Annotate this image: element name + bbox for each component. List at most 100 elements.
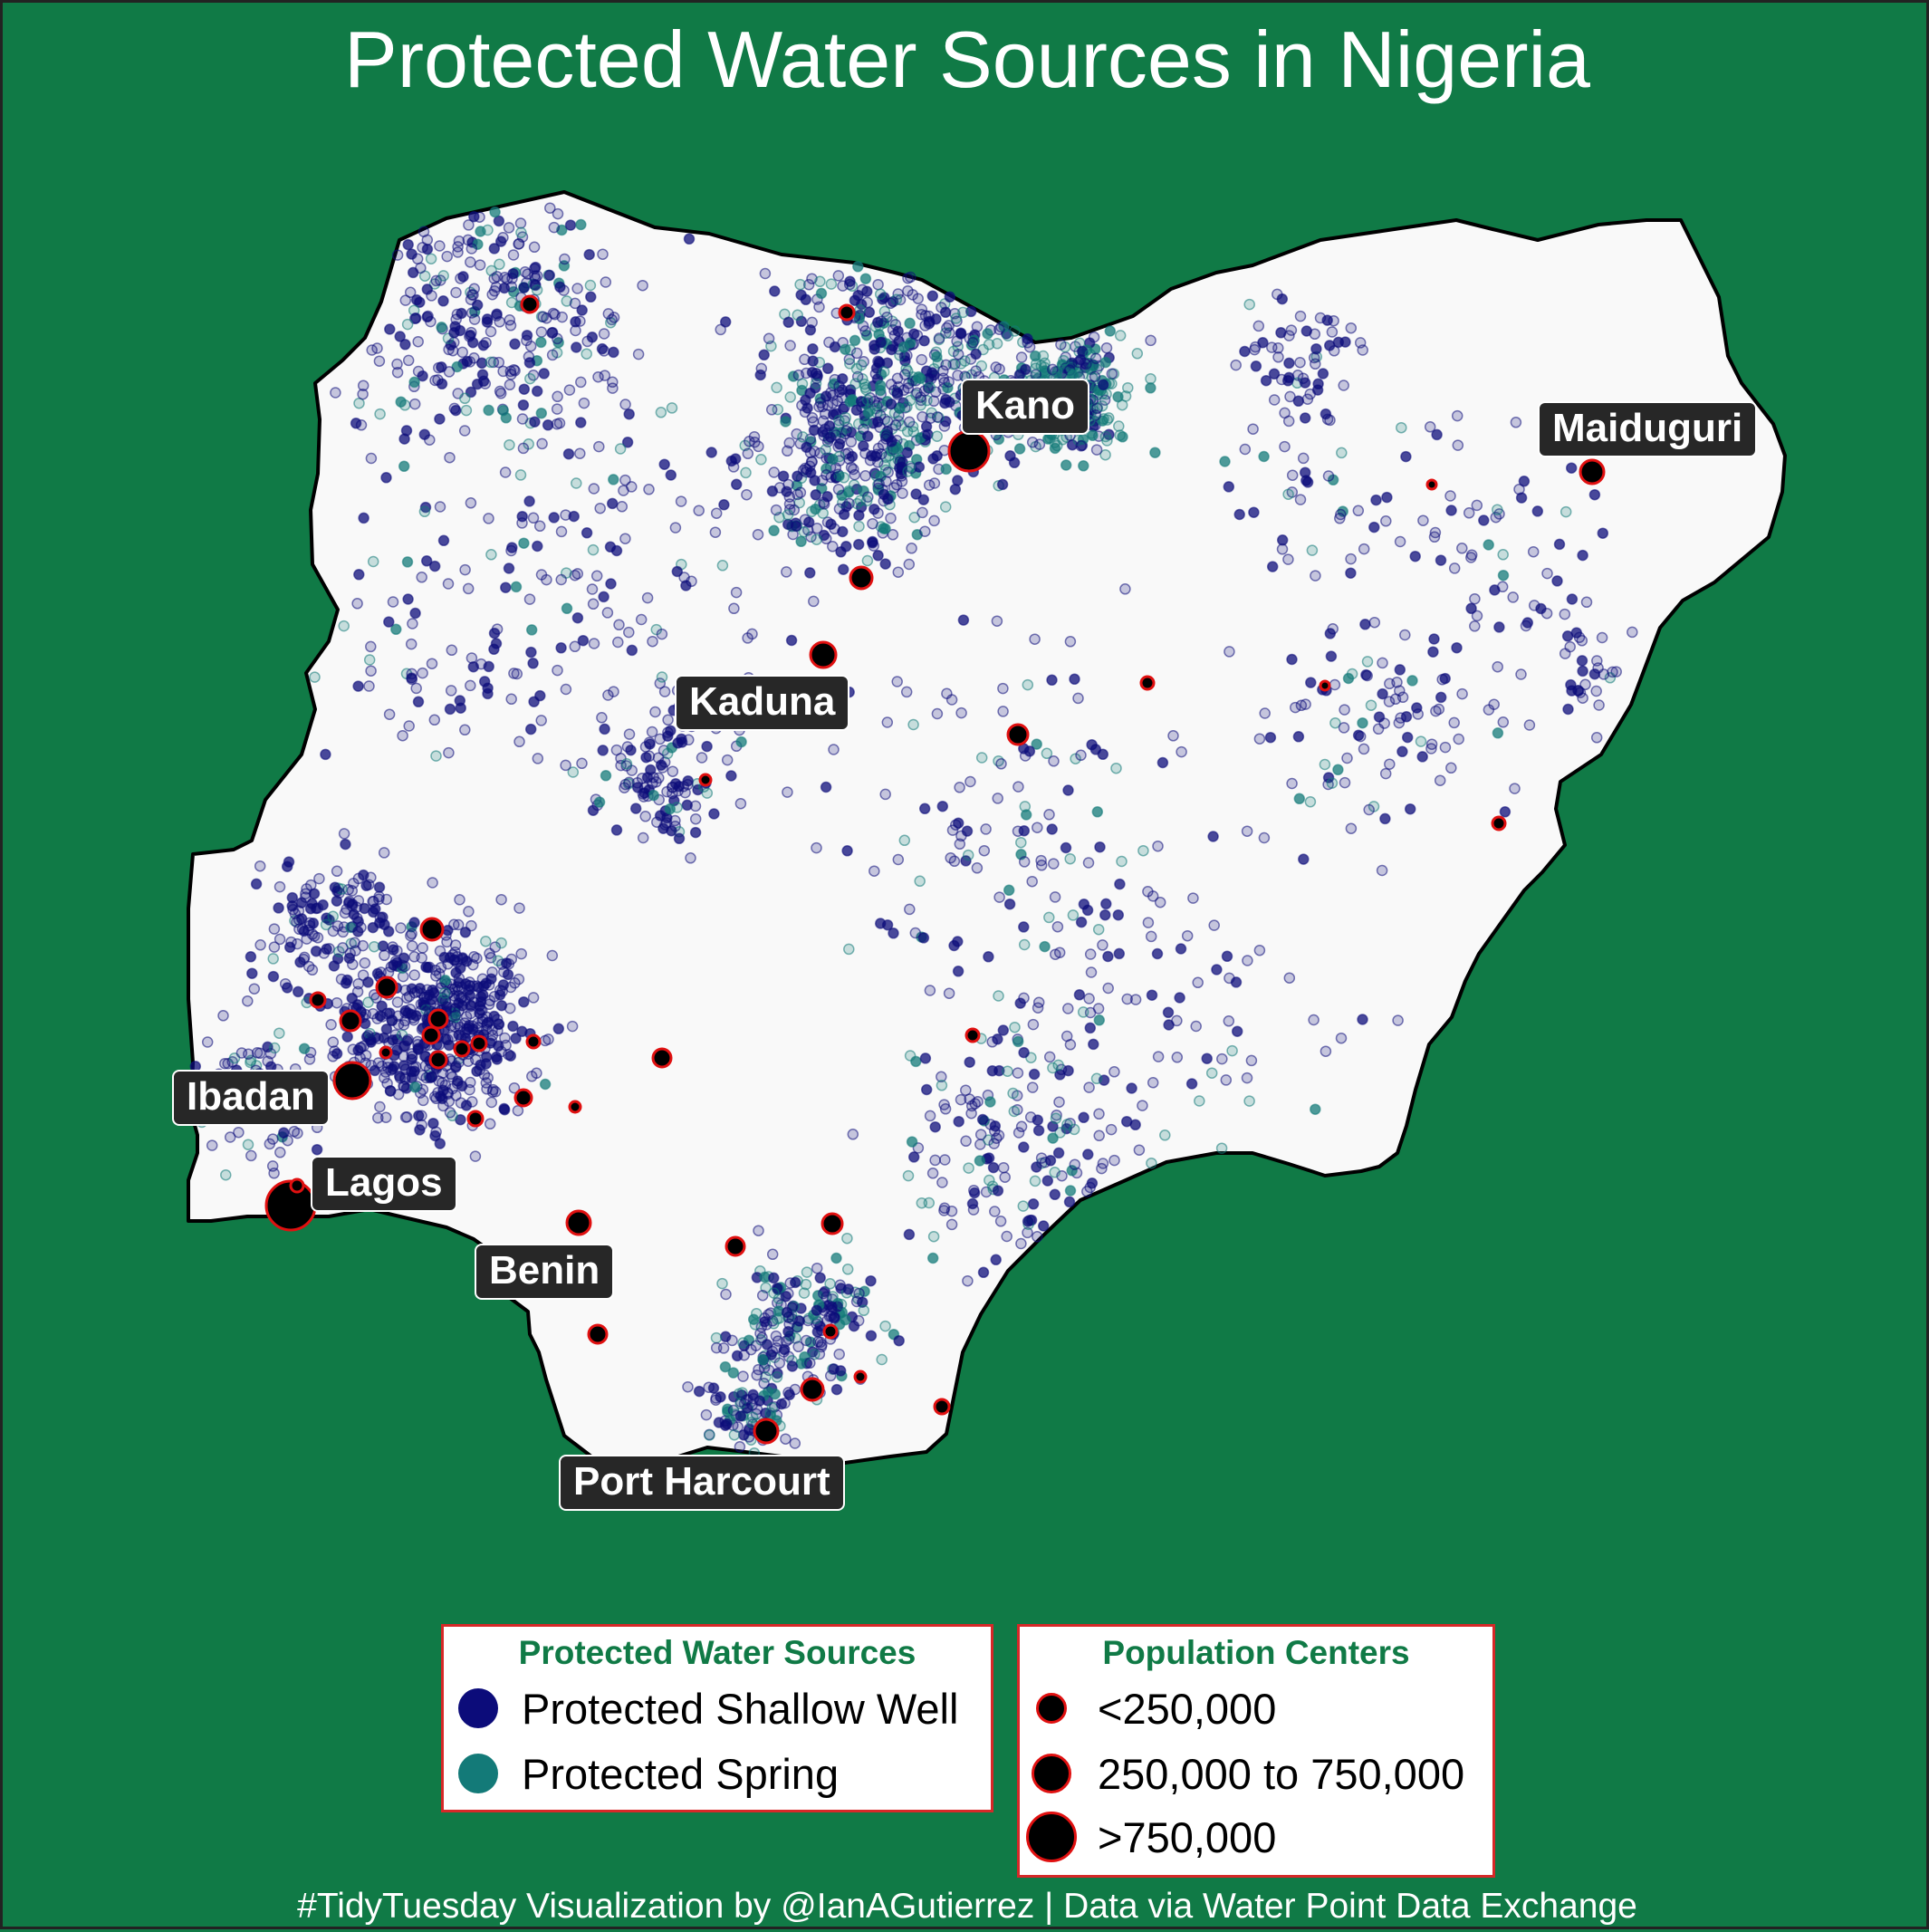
spring-point [914,875,926,888]
spring-point [1039,940,1051,953]
shallow-well-point [304,902,317,915]
spring-point [1050,1112,1062,1125]
shallow-well-point [939,1154,951,1166]
spring-point [840,411,851,424]
shallow-well-point [623,728,636,740]
spring-point [737,1337,749,1349]
shallow-well-point [453,997,465,1009]
shallow-well-point [646,726,658,738]
spring-point [830,1252,842,1264]
shallow-well-point [821,469,832,481]
spring-point [581,348,592,360]
shallow-well-point [1294,356,1306,369]
shallow-well-point [416,1110,427,1122]
shallow-well-point [599,370,611,381]
shallow-well-point [1338,380,1349,391]
shallow-well-point [960,1135,972,1148]
shallow-well-point [889,419,902,431]
shallow-well-point [443,1095,456,1108]
spring-point [398,460,410,473]
population-center-marker [853,1370,868,1384]
shallow-well-point [453,235,465,247]
shallow-well-point [1448,716,1460,729]
shallow-well-point [1451,409,1464,422]
spring-point [982,328,993,340]
shallow-well-point [1591,655,1603,667]
shallow-well-point [1429,526,1442,539]
shallow-well-point [645,764,657,776]
shallow-well-point [830,1383,843,1396]
shallow-well-point [1297,452,1310,465]
shallow-well-point [1133,1144,1146,1156]
legend-item-medium-city: 250,000 to 750,000 [1020,1746,1464,1801]
spring-point [769,1388,782,1400]
shallow-well-point [408,398,421,410]
shallow-well-point [850,347,863,360]
shallow-well-point [1559,608,1571,620]
spring-point [962,849,974,861]
shallow-well-point [768,1272,780,1284]
shallow-well-point [402,354,415,367]
shallow-well-point [799,353,811,366]
shallow-well-point [444,451,456,464]
shallow-well-point [1627,626,1638,639]
shallow-well-point [524,340,537,352]
shallow-well-point [417,241,428,254]
spring-point [614,443,627,455]
shallow-well-point [346,920,359,933]
shallow-well-point [320,748,331,761]
shallow-well-point [953,1115,964,1128]
spring-point [561,602,573,615]
spring-point [518,537,530,549]
shallow-well-point [466,1096,478,1108]
shallow-well-point [583,248,595,261]
shallow-well-point [852,538,865,551]
shallow-well-point [1001,1230,1012,1243]
shallow-well-point [502,968,514,981]
legend-label: Protected Shallow Well [522,1684,959,1733]
spring-point [838,472,850,484]
spring-point [1243,1095,1255,1107]
shallow-well-point [892,853,905,866]
shallow-well-point [566,1020,579,1033]
shallow-well-point [629,803,642,814]
shallow-well-point [710,1392,722,1404]
shallow-well-point [371,342,383,354]
shallow-well-point [689,812,702,825]
spring-point [843,943,855,956]
spring-point [811,533,822,545]
shallow-well-point [955,1093,967,1106]
shallow-well-point [1015,1237,1027,1250]
shallow-well-point [601,607,614,619]
shallow-well-point [1577,692,1588,704]
spring-point [878,305,891,318]
spring-point [525,624,538,636]
spring-point [860,417,873,429]
shallow-well-point [730,478,743,491]
spring-point [815,287,828,300]
shallow-well-point [1233,508,1245,521]
spring-point [879,523,891,535]
spring-point [1357,716,1368,729]
shallow-well-point [689,826,702,839]
spring-point [755,454,767,466]
spring-point [1159,1129,1171,1141]
spring-point [939,501,952,513]
shallow-well-point [1596,631,1608,644]
shallow-well-point [1032,822,1043,833]
spring-point [1361,656,1374,668]
shallow-well-point [836,372,849,385]
shallow-well-point [587,598,600,610]
shallow-well-point [685,852,696,864]
shallow-well-point [610,744,623,756]
shallow-well-point [414,296,426,308]
shallow-well-point [538,368,550,380]
shallow-well-point [675,495,687,507]
shallow-well-point [405,638,417,650]
shallow-well-point [1046,674,1058,687]
shallow-well-point [426,1071,438,1083]
shallow-well-point [518,383,531,395]
shallow-well-point [464,331,475,342]
shallow-well-point [201,1036,214,1048]
shallow-well-point [1249,343,1261,356]
